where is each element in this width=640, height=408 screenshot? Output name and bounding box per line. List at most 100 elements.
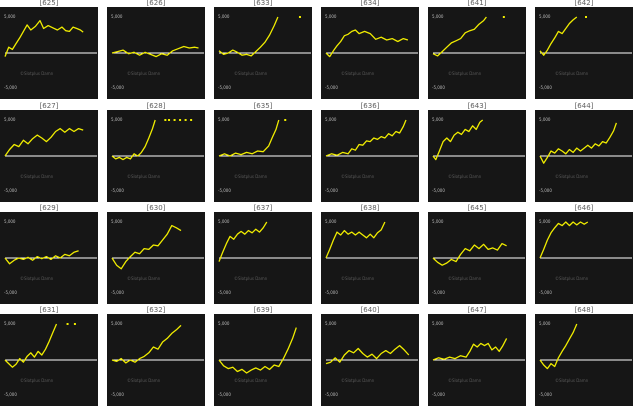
series-line xyxy=(4,19,84,57)
y-tick-label: -5,000 xyxy=(4,188,17,193)
watermark: ©Slotplus Damn xyxy=(234,378,268,383)
series-line xyxy=(325,119,407,157)
chart-title: [635] xyxy=(253,102,273,110)
chart-plot xyxy=(539,16,632,56)
y-tick-label: 5,000 xyxy=(325,321,337,326)
y-tick-label: -5,000 xyxy=(111,392,124,397)
y-tick-label: -5,000 xyxy=(432,290,445,295)
series-line xyxy=(4,323,58,368)
y-tick-label: 5,000 xyxy=(111,219,123,224)
y-tick-label: 5,000 xyxy=(4,219,16,224)
chart-panel: 5,000 -5,000 ©Slotplus Damn xyxy=(321,212,419,304)
chart-cell: [633] 5,000 -5,000 ©Slotplus Damn xyxy=(214,0,312,100)
chart-cell: [634] 5,000 -5,000 ©Slotplus Damn xyxy=(321,0,419,100)
chart-cell: [643] 5,000 -5,000 ©Slotplus Damn xyxy=(428,103,526,203)
watermark: ©Slotplus Damn xyxy=(127,71,161,76)
chart-panel: 5,000 -5,000 ©Slotplus Damn xyxy=(0,314,98,406)
y-tick-label: -5,000 xyxy=(539,392,552,397)
y-tick-label: 5,000 xyxy=(539,14,551,19)
chart-plot xyxy=(432,119,525,161)
chart-panel: 5,000 -5,000 ©Slotplus Damn xyxy=(535,314,633,406)
chart-title: [629] xyxy=(39,204,59,212)
chart-plot xyxy=(432,242,525,266)
series-point xyxy=(284,119,287,121)
y-tick-label: 5,000 xyxy=(4,117,16,122)
series-line xyxy=(539,323,578,370)
chart-cell: [647] 5,000 -5,000 ©Slotplus Damn xyxy=(428,307,526,407)
watermark: ©Slotplus Damn xyxy=(20,174,54,179)
series-line xyxy=(111,119,156,161)
chart-plot xyxy=(4,323,97,368)
series-line xyxy=(325,29,409,58)
series-line xyxy=(325,221,386,259)
series-line xyxy=(432,242,507,266)
series-point xyxy=(184,119,187,121)
chart-title: [643] xyxy=(467,102,487,110)
y-tick-label: 5,000 xyxy=(432,219,444,224)
chart-title: [640] xyxy=(360,306,380,314)
y-tick-label: 5,000 xyxy=(218,219,230,224)
chart-title: [630] xyxy=(146,204,166,212)
y-tick-label: -5,000 xyxy=(432,188,445,193)
chart-title: [626] xyxy=(146,0,166,7)
chart-panel: 5,000 -5,000 ©Slotplus Damn xyxy=(107,212,205,304)
y-tick-label: -5,000 xyxy=(218,85,231,90)
y-tick-label: -5,000 xyxy=(218,188,231,193)
series-line xyxy=(4,127,84,157)
watermark: ©Slotplus Damn xyxy=(341,174,375,179)
chart-plot xyxy=(325,344,418,365)
chart-title: [638] xyxy=(360,204,380,212)
chart-plot xyxy=(218,16,311,57)
y-tick-label: -5,000 xyxy=(539,85,552,90)
chart-plot xyxy=(432,16,525,57)
chart-cell: [628] 5,000 -5,000 ©Slotplus Damn xyxy=(107,103,205,203)
series-line xyxy=(111,224,182,270)
chart-panel: 5,000 -5,000 ©Slotplus Damn xyxy=(321,7,419,99)
watermark: ©Slotplus Damn xyxy=(341,378,375,383)
watermark: ©Slotplus Damn xyxy=(234,174,268,179)
y-tick-label: -5,000 xyxy=(432,85,445,90)
chart-plot xyxy=(325,29,418,58)
chart-plot xyxy=(539,221,632,259)
y-tick-label: 5,000 xyxy=(111,321,123,326)
chart-panel: 5,000 -5,000 ©Slotplus Damn xyxy=(107,7,205,99)
y-tick-label: 5,000 xyxy=(111,14,123,19)
y-tick-label: 5,000 xyxy=(432,117,444,122)
series-point xyxy=(173,119,176,121)
chart-plot xyxy=(218,327,311,374)
chart-title: [639] xyxy=(253,306,273,314)
y-tick-label: -5,000 xyxy=(4,85,17,90)
series-point xyxy=(585,16,587,18)
y-tick-label: 5,000 xyxy=(539,219,551,224)
chart-panel: 5,000 -5,000 ©Slotplus Damn xyxy=(0,7,98,99)
chart-panel: 5,000 -5,000 ©Slotplus Damn xyxy=(428,7,526,99)
y-tick-label: -5,000 xyxy=(4,290,17,295)
series-line xyxy=(539,16,578,56)
series-point xyxy=(179,119,182,121)
chart-title: [625] xyxy=(39,0,59,7)
chart-cell: [625] 5,000 -5,000 ©Slotplus Damn xyxy=(0,0,98,100)
chart-cell: [629] 5,000 -5,000 ©Slotplus Damn xyxy=(0,205,98,305)
chart-plot xyxy=(325,119,418,157)
chart-plot xyxy=(4,127,97,157)
watermark: ©Slotplus Damn xyxy=(341,71,375,76)
chart-panel: 5,000 -5,000 ©Slotplus Damn xyxy=(428,110,526,202)
watermark: ©Slotplus Damn xyxy=(448,378,482,383)
chart-panel: 5,000 -5,000 ©Slotplus Damn xyxy=(214,212,312,304)
series-line xyxy=(432,119,484,161)
chart-panel: 5,000 -5,000 ©Slotplus Damn xyxy=(428,212,526,304)
chart-cell: [645] 5,000 -5,000 ©Slotplus Damn xyxy=(428,205,526,305)
y-tick-label: 5,000 xyxy=(432,321,444,326)
chart-plot xyxy=(111,119,204,161)
chart-cell: [641] 5,000 -5,000 ©Slotplus Damn xyxy=(428,0,526,100)
chart-title: [636] xyxy=(360,102,380,110)
chart-title: [637] xyxy=(253,204,273,212)
chart-cell: [639] 5,000 -5,000 ©Slotplus Damn xyxy=(214,307,312,407)
chart-plot xyxy=(4,19,97,57)
chart-cell: [631] 5,000 -5,000 ©Slotplus Damn xyxy=(0,307,98,407)
chart-plot xyxy=(432,338,525,361)
series-line xyxy=(218,221,268,262)
y-tick-label: 5,000 xyxy=(218,14,230,19)
chart-plot xyxy=(218,221,311,262)
y-tick-label: -5,000 xyxy=(111,85,124,90)
